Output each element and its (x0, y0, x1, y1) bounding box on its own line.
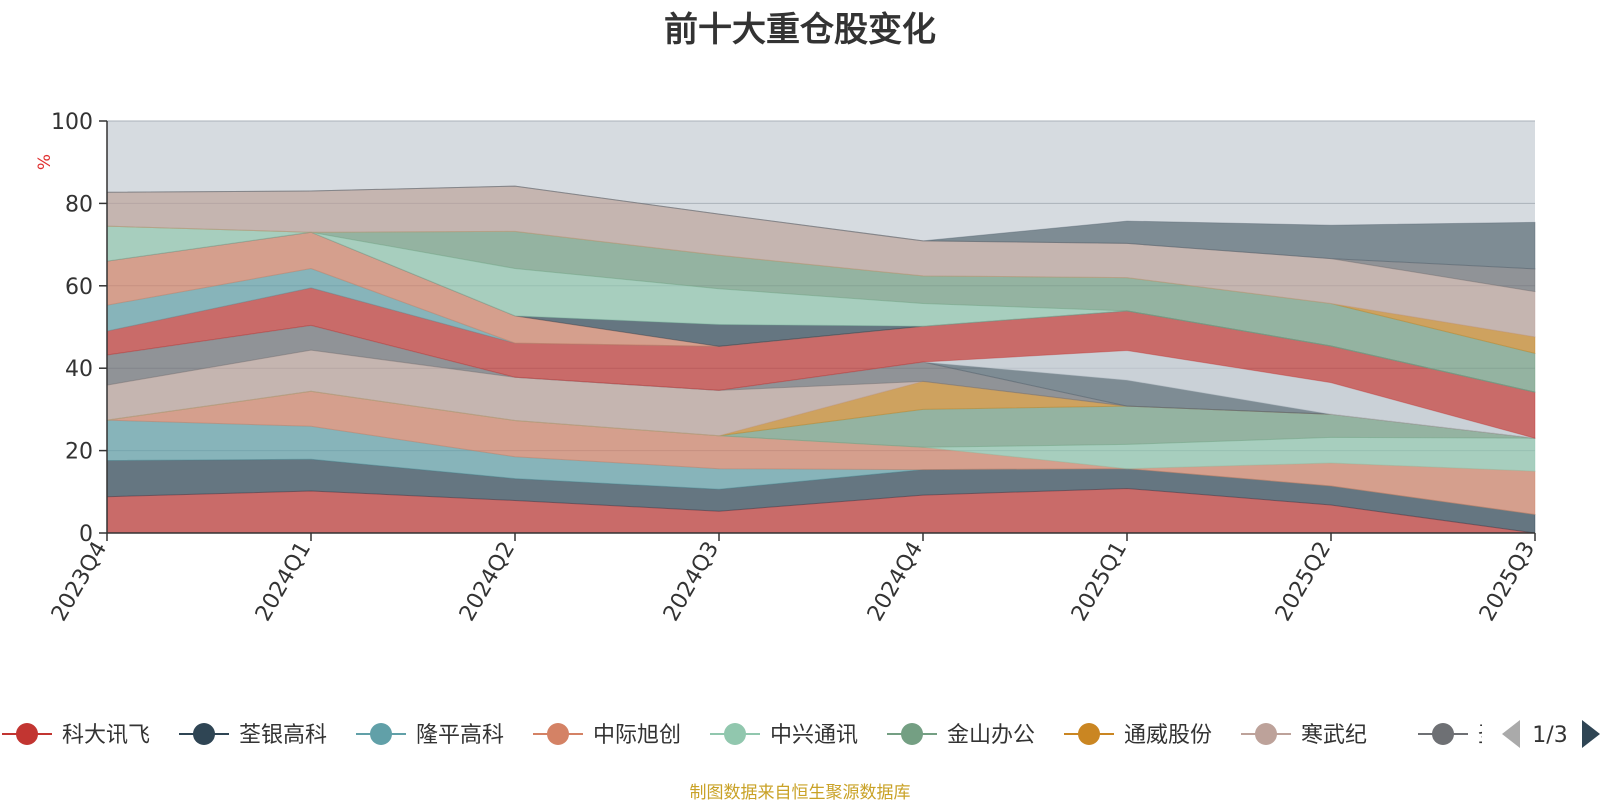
legend-item-8: 寒武纪 (1241, 723, 1367, 748)
x-tick-label-2025Q2: 2025Q2 (1271, 538, 1336, 626)
legend-label-7: 通威股份 (1124, 723, 1212, 748)
x-tick-label-2024Q4: 2024Q4 (863, 538, 928, 626)
legend-label-6: 金山办公 (947, 723, 1035, 748)
y-tick-label-40: 40 (65, 357, 93, 382)
legend-item-7: 通威股份 (1064, 723, 1212, 748)
y-tick-label-60: 60 (65, 275, 93, 300)
legend-next-icon[interactable] (1582, 720, 1600, 748)
legend-marker-2 (193, 723, 215, 745)
x-tick-label-2024Q3: 2024Q3 (659, 538, 724, 626)
legend-marker-6 (901, 723, 923, 745)
legend-marker-4 (547, 723, 569, 745)
y-tick-label-100: 100 (51, 110, 93, 135)
y-tick-label-80: 80 (65, 192, 93, 217)
legend-marker-7 (1078, 723, 1100, 745)
legend-label-3: 隆平高科 (416, 723, 504, 748)
legend-prev-icon[interactable] (1502, 720, 1520, 748)
y-tick-label-0: 0 (79, 522, 93, 547)
area-series-18 (106, 225, 1536, 355)
legend-marker-5 (724, 723, 746, 745)
legend-item-4: 中际旭创 (533, 723, 681, 748)
plot-area (106, 120, 1536, 534)
legend-label-8: 寒武纪 (1301, 723, 1367, 748)
x-tick-label-2023Q4: 2023Q4 (47, 538, 112, 626)
legend-item-2: 荃银高科 (179, 723, 327, 748)
legend-page-indicator: 1/3 (1532, 723, 1567, 748)
legend-item-3: 隆平高科 (356, 723, 504, 748)
legend-marker-3 (370, 723, 392, 745)
legend-item-1: 科大讯飞 (2, 723, 150, 748)
legend-marker-1 (16, 723, 38, 745)
y-axis-label: % (35, 154, 55, 170)
x-tick-label-2025Q3: 2025Q3 (1475, 538, 1540, 626)
area-series-20 (106, 185, 1536, 293)
legend-marker-9 (1432, 723, 1454, 745)
legend-items: 科大讯飞 荃银高科 隆平高科 中际旭创 中兴通讯 金山办公 通威股份 寒武纪 圣农发展 (2, 723, 1566, 748)
area-series-17 (106, 225, 1536, 393)
legend-marker-8 (1255, 723, 1277, 745)
legend-label-2: 荃银高科 (239, 723, 327, 748)
area-series-19 (106, 185, 1536, 338)
y-tick-label-20: 20 (65, 440, 93, 465)
x-tick-label-2025Q1: 2025Q1 (1067, 538, 1132, 626)
x-tick-label-2024Q2: 2024Q2 (455, 538, 520, 626)
legend-label-5: 中兴通讯 (770, 723, 858, 748)
legend-label-4: 中际旭创 (593, 723, 681, 748)
chart-title: 前十大重仓股变化 (664, 10, 936, 50)
x-tick-label-2024Q1: 2024Q1 (251, 538, 316, 626)
legend-item-5: 中兴通讯 (710, 723, 858, 748)
data-source-note: 制图数据来自恒生聚源数据库 (689, 783, 911, 803)
legend-item-9: 圣农发展 (1418, 723, 1566, 748)
legend-label-1: 科大讯飞 (62, 723, 150, 748)
legend-label-9: 圣农发展 (1478, 723, 1566, 748)
legend-item-6: 金山办公 (887, 723, 1035, 748)
area-series-21 (106, 185, 1536, 270)
